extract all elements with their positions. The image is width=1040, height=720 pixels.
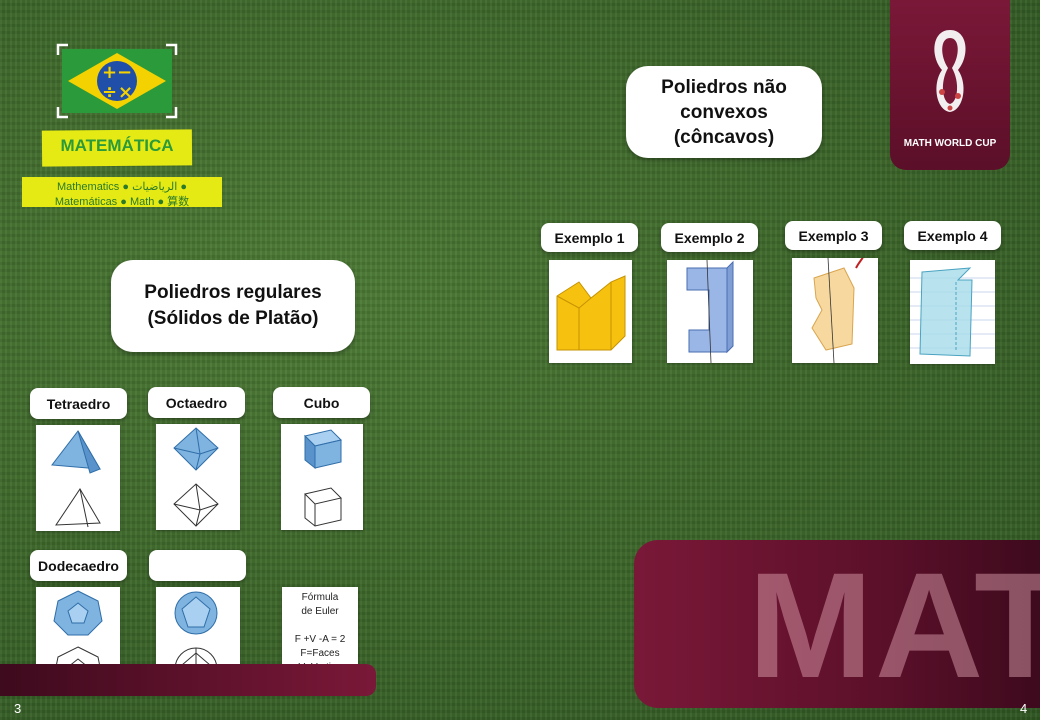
subtitle-highlight bbox=[22, 177, 222, 207]
nonconvex-line3: (côncavos) bbox=[673, 126, 775, 148]
cup-label: MATH WORLD CUP bbox=[903, 138, 997, 149]
icosaedro-label bbox=[149, 550, 246, 581]
flag-icon: + − ÷ × bbox=[56, 43, 178, 119]
nonconvex-line1: Poliedros não bbox=[661, 76, 787, 98]
example-2-image bbox=[667, 259, 753, 364]
concave-solid-1-icon bbox=[556, 275, 626, 351]
page-number-left: 3 bbox=[14, 701, 22, 716]
bottom-strip bbox=[0, 664, 376, 696]
octaedro-image bbox=[156, 424, 240, 530]
example-4-label: Exemplo 4 bbox=[904, 221, 1001, 250]
svg-text:÷: ÷ bbox=[102, 82, 117, 103]
logo-frame: + − ÷ × bbox=[56, 43, 178, 119]
concave-solid-2-icon bbox=[686, 259, 734, 364]
tetrahedron-icon bbox=[51, 430, 101, 528]
regular-line2: (Sólidos de Platão) bbox=[147, 308, 319, 329]
cup-tab: MATH WORLD CUP bbox=[890, 0, 1010, 170]
page-number-right: 4 bbox=[1020, 701, 1028, 716]
octahedron-icon bbox=[173, 427, 219, 527]
example-1-label: Exemplo 1 bbox=[541, 223, 638, 252]
dodecaedro-label: Dodecaedro bbox=[30, 550, 127, 581]
example-2-label: Exemplo 2 bbox=[661, 223, 758, 252]
concave-solid-3-icon bbox=[811, 253, 865, 364]
trophy-icon bbox=[934, 30, 966, 112]
brand-subtitle-line2: Matemáticas ● Math ● 算数 bbox=[54, 196, 190, 208]
example-1-image bbox=[549, 260, 632, 363]
nonconvex-line2: convexos bbox=[680, 101, 768, 123]
cubo-image bbox=[281, 424, 363, 530]
tetraedro-image bbox=[36, 425, 120, 531]
euler-line2: de Euler bbox=[301, 606, 339, 617]
octaedro-label: Octaedro bbox=[148, 387, 245, 418]
regular-heading: Poliedros regulares (Sólidos de Platão) bbox=[111, 260, 355, 352]
brand-subtitle-line1: Mathematics ● الرياضيات ● bbox=[56, 181, 188, 193]
example-3-label: Exemplo 3 bbox=[785, 221, 882, 250]
regular-line1: Poliedros regulares bbox=[144, 282, 322, 303]
example-3-image bbox=[792, 253, 878, 364]
nonconvex-heading: Poliedros não convexos (côncavos) bbox=[626, 66, 822, 158]
concave-solid-4-icon bbox=[910, 267, 995, 357]
euler-line3: F +V -A = 2 bbox=[294, 634, 346, 645]
mat-word: MAT bbox=[748, 541, 1040, 709]
cubo-label: Cubo bbox=[273, 387, 370, 418]
svg-text:+: + bbox=[102, 62, 117, 83]
tetraedro-label: Tetraedro bbox=[30, 388, 127, 419]
svg-text:×: × bbox=[118, 82, 133, 103]
cube-icon bbox=[304, 429, 342, 527]
brand-title: MATEMÁTICA bbox=[60, 136, 174, 155]
euler-line4: F=Faces bbox=[300, 648, 340, 659]
mat-banner bbox=[634, 540, 1040, 708]
example-4-image bbox=[910, 260, 995, 364]
euler-line1: Fórmula bbox=[301, 592, 339, 603]
svg-text:−: − bbox=[117, 62, 132, 83]
